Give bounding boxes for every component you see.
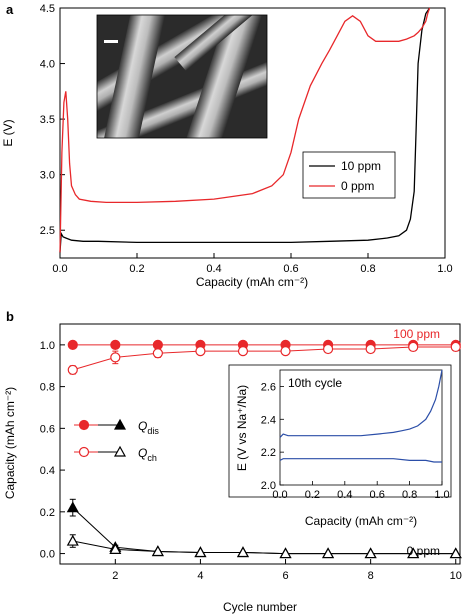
panel-a-y-tick-label: 3.5 xyxy=(40,114,55,126)
panel-b-legend-marker xyxy=(78,446,90,458)
panel-a-legend: 10 ppm 0 ppm xyxy=(302,151,396,199)
panel-b-data-point xyxy=(110,339,121,350)
panel-b-x-tick-label: 10 xyxy=(450,570,462,582)
panel-b-data-point xyxy=(195,346,206,357)
inset-y-tick-label: 2.0 xyxy=(261,480,276,492)
panel-b-data-point xyxy=(67,364,78,376)
panel-a-x-axis-label: Capacity (mAh cm⁻²) xyxy=(196,275,308,289)
panel-a-series-line-0 xyxy=(59,7,431,253)
panel-b-y-tick-label: 0.8 xyxy=(40,382,55,394)
inset-frame xyxy=(279,369,443,486)
panel-b-data-point xyxy=(407,547,420,559)
inset-x-tick-label: 0.6 xyxy=(370,489,385,501)
panel-b-data-point xyxy=(322,547,335,559)
panel-b-x-tick-label: 8 xyxy=(368,570,374,582)
panel-b-y-axis-label: Capacity (mAh cm⁻²) xyxy=(3,387,17,499)
panel-a-x-tick-label: 0.2 xyxy=(129,263,144,275)
panel-a-label: a xyxy=(6,2,14,17)
panel-b-data-point xyxy=(450,341,461,353)
inset-x-tick-label: 0.4 xyxy=(337,489,352,501)
panel-b-x-tick-label: 6 xyxy=(282,570,288,582)
panel-b-series-line-3 xyxy=(72,540,456,555)
panel-b-data-point xyxy=(66,501,79,513)
panel-b-legend-subscript: dis xyxy=(147,426,159,436)
panel-a-x-tick-label: 0.8 xyxy=(360,263,375,275)
inset-x-tick-label: 0.0 xyxy=(272,489,287,501)
panel-a-legend-label: 0 ppm xyxy=(341,179,374,193)
panel-b-x-tick-label: 2 xyxy=(112,570,118,582)
panel-b-data-point xyxy=(408,341,419,353)
panel-b-data-point xyxy=(152,339,163,350)
panel-b-y-tick-label: 1.0 xyxy=(40,340,55,352)
panel-b-y-tick-label: 0.6 xyxy=(40,423,55,435)
sem-micrograph-image xyxy=(96,14,268,139)
panel-a-y-tick-label: 2.5 xyxy=(40,225,55,237)
inset-x-tick-label: 0.2 xyxy=(305,489,320,501)
panel-b-data-point xyxy=(194,546,207,558)
panel-b-legend-marker xyxy=(113,418,127,430)
panel-b-legend-symbol: Q xyxy=(138,419,147,433)
panel-b-y-tick-label: 0.4 xyxy=(40,465,55,477)
panel-a-x-tick-label: 1.0 xyxy=(437,263,452,275)
panel-b-y-tick-label: 0.2 xyxy=(40,507,55,519)
panel-a-y-tick-label: 4.5 xyxy=(40,3,55,15)
panel-b-data-point xyxy=(280,346,291,357)
panel-a-x-tick-label: 0.6 xyxy=(283,263,298,275)
panel-b-legend-label: Qdis xyxy=(138,419,159,436)
panel-b-legend-subscript: ch xyxy=(147,453,157,463)
inset-y-tick-label: 2.4 xyxy=(261,414,276,426)
panel-b-data-point xyxy=(151,545,164,557)
panel-a-chart: 0.0 0.2 0.4 0.6 0.8 1.0 2.5 3.0 3.5 4.0 4.5 Capaci… xyxy=(1,3,453,289)
inset-y-tick-label: 2.2 xyxy=(261,447,276,459)
inset-chart: 0.0 0.2 0.4 0.6 0.8 1.0 2.0 2.2 2.4 2.6 10th cycl… xyxy=(228,364,452,528)
panel-b-data-point xyxy=(152,348,163,359)
panel-a-x-tick-label: 0.4 xyxy=(206,263,221,275)
panel-b-y-tick-label: 0.0 xyxy=(40,549,55,561)
annotation-100ppm: 100 ppm xyxy=(393,327,440,341)
inset-x-tick-label: 0.8 xyxy=(402,489,417,501)
panel-b-data-point xyxy=(322,343,334,355)
panel-b-x-tick-label: 4 xyxy=(197,570,203,582)
panel-b-data-point xyxy=(237,346,249,357)
panel-b-legend-label: Qch xyxy=(138,446,157,463)
panel-b-chart: 2 4 6 8 10 0.0 0.2 0.4 0.6 0.8 1.0 Cycle number Ca… xyxy=(3,323,462,614)
panel-b-data-point xyxy=(279,547,292,559)
panel-a-y-tick-label: 3.0 xyxy=(40,170,55,182)
panel-b-series-line-1 xyxy=(72,346,456,371)
annotation-0ppm: 0 ppm xyxy=(407,544,440,558)
panel-b-data-point xyxy=(110,352,121,363)
panel-a-x-tick-label: 0.0 xyxy=(52,263,67,275)
panel-a-y-tick-label: 4.0 xyxy=(40,59,55,71)
inset-x-tick-label: 1.0 xyxy=(434,489,449,501)
panel-a-frame xyxy=(59,7,446,259)
inset-x-axis-label: Capacity (mAh cm⁻²) xyxy=(305,514,417,528)
panel-b-frame xyxy=(59,323,461,565)
panel-b-legend-symbol: Q xyxy=(138,446,147,460)
panel-a-legend-label: 10 ppm xyxy=(341,159,381,173)
panel-a-y-axis-label: E (V) xyxy=(1,119,15,146)
panel-b-data-point xyxy=(365,343,376,355)
panel-a-series-line-1 xyxy=(59,7,431,253)
panel-b-data-point xyxy=(109,543,122,554)
panel-b-data-point xyxy=(67,339,78,350)
inset-title: 10th cycle xyxy=(288,376,342,390)
panel-b-data-point xyxy=(236,546,249,558)
panel-b-data-point xyxy=(449,547,462,559)
inset-charge-curve xyxy=(279,369,443,438)
inset-discharge-curve xyxy=(279,458,442,463)
panel-b-data-point xyxy=(364,547,377,559)
panel-b-legend-marker xyxy=(78,419,90,431)
inset-y-tick-label: 2.6 xyxy=(261,381,276,393)
panel-b-x-axis-label: Cycle number xyxy=(223,600,297,614)
panel-b-data-point xyxy=(66,534,79,546)
panel-b-label: b xyxy=(6,309,14,324)
panel-b-legend-marker xyxy=(113,445,127,457)
inset-y-axis-label: E (V vs Na⁺/Na) xyxy=(235,385,249,471)
